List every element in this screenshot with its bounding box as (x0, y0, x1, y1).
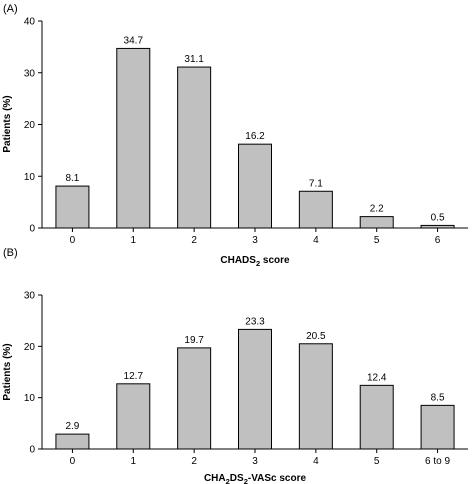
y-tick-label: 10 (24, 393, 36, 404)
y-tick-label: 20 (24, 342, 36, 353)
data-label: 12.7 (124, 371, 144, 382)
bar (298, 190, 333, 229)
x-tick-label: 6 (435, 235, 441, 246)
x-tick-label: 2 (191, 235, 197, 246)
data-label: 8.5 (431, 392, 445, 403)
data-label: 19.7 (184, 335, 204, 346)
x-tick-label: 5 (374, 456, 380, 467)
data-label: 34.7 (124, 35, 144, 46)
bar (359, 384, 394, 450)
x-tick-label: 0 (70, 235, 76, 246)
data-label: 31.1 (184, 54, 204, 65)
x-axis-label-part: DS (230, 473, 244, 484)
x-tick-label: 4 (313, 456, 319, 467)
bar (298, 343, 333, 450)
bar (420, 404, 455, 450)
data-label: 20.5 (306, 331, 326, 342)
x-axis-label-subscript: 2 (226, 477, 230, 484)
chart-panel-a: (A) 0 10 20 30 40 Patients (%) 8.1 0 34.7 1 31.1 2 1… (2, 3, 468, 268)
bar (238, 328, 272, 450)
x-axis-label-subscript: 2 (256, 259, 260, 268)
x-tick-label: 5 (374, 235, 380, 246)
bar (55, 433, 90, 450)
x-axis-label-part: score (260, 255, 290, 266)
data-label: 0.5 (431, 212, 445, 223)
x-axis-label-part: CHADS (220, 255, 256, 266)
x-axis-label-subscript: 2 (244, 477, 248, 484)
bar (116, 383, 151, 450)
y-tick-label: 20 (24, 120, 36, 131)
x-tick-label: 3 (252, 235, 258, 246)
x-tick-label: 1 (131, 235, 137, 246)
x-tick-label: 4 (313, 235, 319, 246)
x-tick-label: 1 (131, 456, 137, 467)
panel-label-a: (A) (3, 3, 18, 15)
x-tick-label: 0 (70, 456, 76, 467)
x-axis-label: CHA2DS2-VASc score (204, 473, 307, 484)
x-axis-label: CHADS2 score (220, 255, 290, 268)
panel-label-b: (B) (3, 247, 18, 259)
y-axis-label: Patients (%) (2, 343, 13, 400)
y-tick-label: 30 (24, 68, 36, 79)
data-label: 16.2 (245, 131, 265, 142)
x-tick-label: 6 to 9 (425, 456, 450, 467)
bar (420, 224, 455, 229)
y-axis-label: Patients (%) (2, 95, 13, 152)
data-label: 12.4 (367, 372, 387, 383)
bar (177, 347, 212, 450)
bar (177, 66, 212, 229)
bar (55, 185, 90, 229)
x-axis-label-part: CHA (204, 473, 226, 484)
x-tick-label: 3 (252, 456, 258, 467)
chart-panel-b: (B) 0 10 20 30 Patients (%) 2.9 0 12.7 1 19.7 2 23.… (2, 247, 468, 484)
y-tick-label: 0 (29, 224, 35, 235)
data-label: 2.2 (370, 204, 384, 215)
y-tick-label: 40 (24, 17, 36, 28)
bar (359, 216, 394, 229)
y-tick-label: 10 (24, 172, 36, 183)
y-tick-label: 30 (24, 291, 36, 302)
x-axis-label-part: -VASc score (248, 473, 307, 484)
data-label: 23.3 (245, 316, 265, 327)
data-label: 2.9 (65, 421, 79, 432)
bar (238, 143, 272, 229)
data-label: 8.1 (65, 173, 79, 184)
data-label: 7.1 (309, 178, 323, 189)
y-tick-label: 0 (29, 445, 35, 456)
bar (116, 47, 151, 229)
x-tick-label: 2 (191, 456, 197, 467)
